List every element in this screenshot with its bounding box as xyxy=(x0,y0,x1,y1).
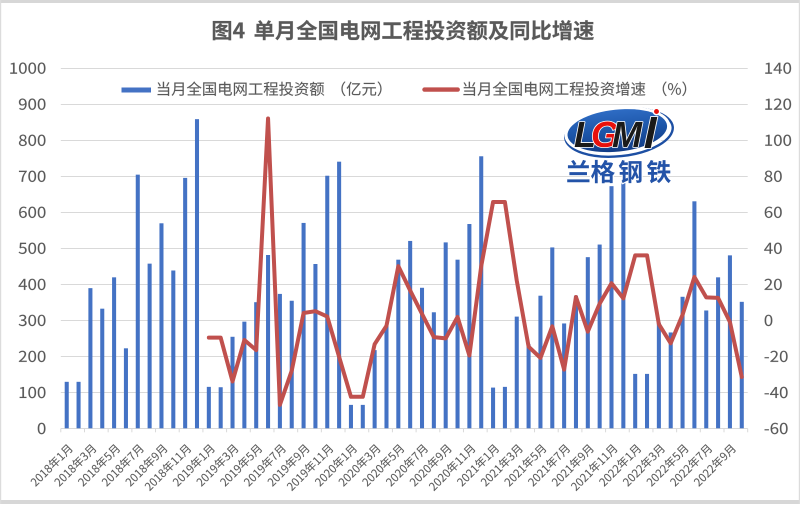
svg-text:M: M xyxy=(612,114,643,155)
svg-text:L: L xyxy=(574,114,596,155)
svg-text:G: G xyxy=(591,114,619,155)
